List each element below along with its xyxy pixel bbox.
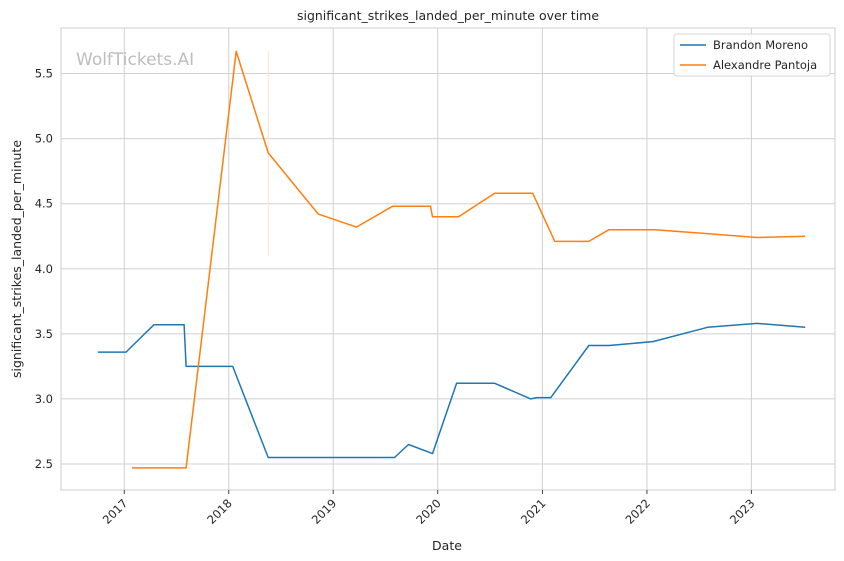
x-tick-label: 2023 bbox=[727, 496, 758, 527]
legend-label: Brandon Moreno bbox=[713, 38, 808, 52]
y-tick-label: 4.5 bbox=[35, 197, 53, 211]
x-tick-label: 2017 bbox=[100, 496, 131, 527]
legend-label: Alexandre Pantoja bbox=[713, 58, 817, 72]
series-line-1 bbox=[97, 322, 806, 459]
plot-area bbox=[60, 27, 836, 491]
series-line-2 bbox=[132, 50, 806, 469]
legend-box bbox=[673, 33, 831, 77]
x-tick-label: 2022 bbox=[622, 496, 653, 527]
y-axis-label: significant_strikes_landed_per_minute bbox=[9, 140, 24, 378]
x-tick-label: 2018 bbox=[204, 496, 235, 527]
watermark: WolfTickets.AI bbox=[76, 50, 194, 70]
y-tick-label: 5.0 bbox=[35, 132, 53, 146]
y-tick-label: 3.5 bbox=[35, 327, 53, 341]
x-axis-label: Date bbox=[432, 538, 462, 553]
y-tick-label: 5.5 bbox=[35, 67, 53, 81]
y-tick-label: 2.5 bbox=[35, 457, 53, 471]
x-tick-label: 2021 bbox=[518, 496, 549, 527]
x-tick-label: 2019 bbox=[309, 496, 340, 527]
y-tick-label: 3.0 bbox=[35, 392, 53, 406]
x-tick-label: 2020 bbox=[413, 496, 444, 527]
y-tick-label: 4.0 bbox=[35, 262, 53, 276]
chart-title: significant_strikes_landed_per_minute ov… bbox=[297, 8, 599, 23]
legend: Brandon Moreno Alexandre Pantoja bbox=[673, 33, 831, 77]
